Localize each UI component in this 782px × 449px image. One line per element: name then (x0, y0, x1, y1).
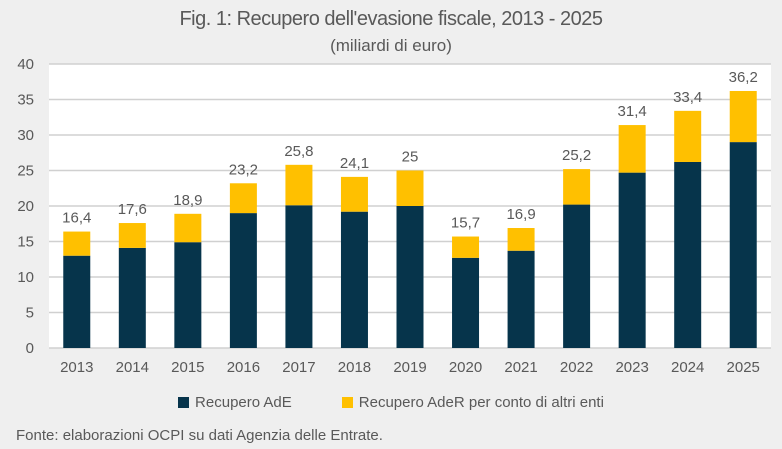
y-tick-label: 40 (17, 56, 34, 73)
legend-swatch-ader (341, 397, 353, 408)
data-label-2020: 15,7 (451, 215, 480, 232)
data-label-2014: 17,6 (118, 201, 147, 218)
bar-ade-2021 (507, 250, 535, 348)
x-axis-ticks: 2013 2014 2015 2016 2017 2018 2019 2020 2021 2022… (60, 359, 760, 376)
y-tick-label: 35 (17, 92, 34, 109)
y-tick-label: 20 (17, 198, 34, 215)
bar-ader-2023 (618, 125, 646, 173)
bar-ader-2021 (507, 228, 535, 251)
x-tick-label-2018: 2018 (338, 359, 371, 376)
data-label-2015: 18,9 (173, 192, 202, 209)
bar-ade-2015 (174, 242, 202, 348)
bar-ader-2016 (229, 183, 257, 214)
legend-item-ade: Recupero AdE (178, 394, 292, 411)
data-label-2017: 25,8 (284, 143, 313, 160)
bar-ader-2013 (63, 231, 91, 256)
bar-ade-2018 (340, 211, 368, 348)
bar-ader-2017 (285, 164, 313, 206)
data-label-2019: 25 (402, 149, 419, 166)
bar-ade-2017 (285, 205, 313, 348)
bar-ader-2015 (174, 213, 202, 243)
bar-ade-2013 (63, 255, 91, 348)
legend: Recupero AdE Recupero AdeR per conto di … (0, 394, 782, 411)
data-labels: 16,4 17,6 18,9 23,2 25,8 24,1 25 15,7 16,9 25,2 31… (62, 69, 758, 232)
legend-label-ader: Recupero AdeR per conto di altri enti (358, 394, 604, 411)
x-tick-label-2016: 2016 (227, 359, 260, 376)
bar-ade-2019 (396, 206, 424, 348)
data-label-2016: 23,2 (229, 161, 258, 178)
chart-title: Fig. 1: Recupero dell'evasione fiscale, … (179, 8, 603, 30)
bar-ade-2023 (618, 172, 646, 348)
legend-item-ader: Recupero AdeR per conto di altri enti (341, 394, 604, 411)
bar-ade-2014 (118, 247, 146, 348)
bar-ade-2016 (229, 213, 257, 348)
x-tick-label-2021: 2021 (504, 359, 537, 376)
bar-ade-2024 (674, 161, 702, 348)
y-tick-label: 25 (17, 163, 34, 180)
legend-swatch-ade (178, 397, 190, 408)
data-label-2018: 24,1 (340, 155, 369, 172)
data-label-2025: 36,2 (729, 69, 758, 86)
bar-ader-2025 (729, 90, 757, 143)
bar-ade-2025 (729, 142, 757, 348)
y-tick-label: 0 (26, 340, 34, 357)
bar-ader-2024 (674, 110, 702, 162)
data-label-2024: 33,4 (673, 89, 702, 106)
y-axis-ticks: 0 5 10 15 20 25 30 35 40 (17, 56, 34, 357)
legend-label-ade: Recupero AdE (195, 394, 292, 411)
source-note: Fonte: elaborazioni OCPI su dati Agenzia… (16, 427, 383, 444)
y-tick-label: 5 (26, 305, 34, 322)
data-label-2013: 16,4 (62, 210, 91, 227)
x-tick-label-2022: 2022 (560, 359, 593, 376)
x-tick-label-2014: 2014 (116, 359, 149, 376)
data-label-2022: 25,2 (562, 147, 591, 164)
y-tick-label: 30 (17, 127, 34, 144)
bar-ade-2020 (452, 257, 480, 348)
y-tick-label: 15 (17, 234, 34, 251)
x-tick-label-2013: 2013 (60, 359, 93, 376)
bar-ader-2014 (118, 223, 146, 248)
data-label-2023: 31,4 (618, 103, 647, 120)
x-tick-label-2015: 2015 (171, 359, 204, 376)
x-tick-label-2025: 2025 (727, 359, 760, 376)
bar-ader-2018 (340, 176, 368, 212)
x-tick-label-2020: 2020 (449, 359, 482, 376)
bar-ader-2022 (563, 169, 591, 205)
bar-ade-2022 (563, 204, 591, 348)
x-tick-label-2019: 2019 (393, 359, 426, 376)
bar-ader-2019 (396, 170, 424, 206)
chart-subtitle: (miliardi di euro) (330, 36, 452, 55)
bar-ader-2020 (452, 236, 480, 258)
y-tick-label: 10 (17, 269, 34, 286)
x-tick-label-2023: 2023 (615, 359, 648, 376)
data-label-2021: 16,9 (506, 206, 535, 223)
x-tick-label-2024: 2024 (671, 359, 704, 376)
bars (63, 90, 757, 348)
x-tick-label-2017: 2017 (282, 359, 315, 376)
